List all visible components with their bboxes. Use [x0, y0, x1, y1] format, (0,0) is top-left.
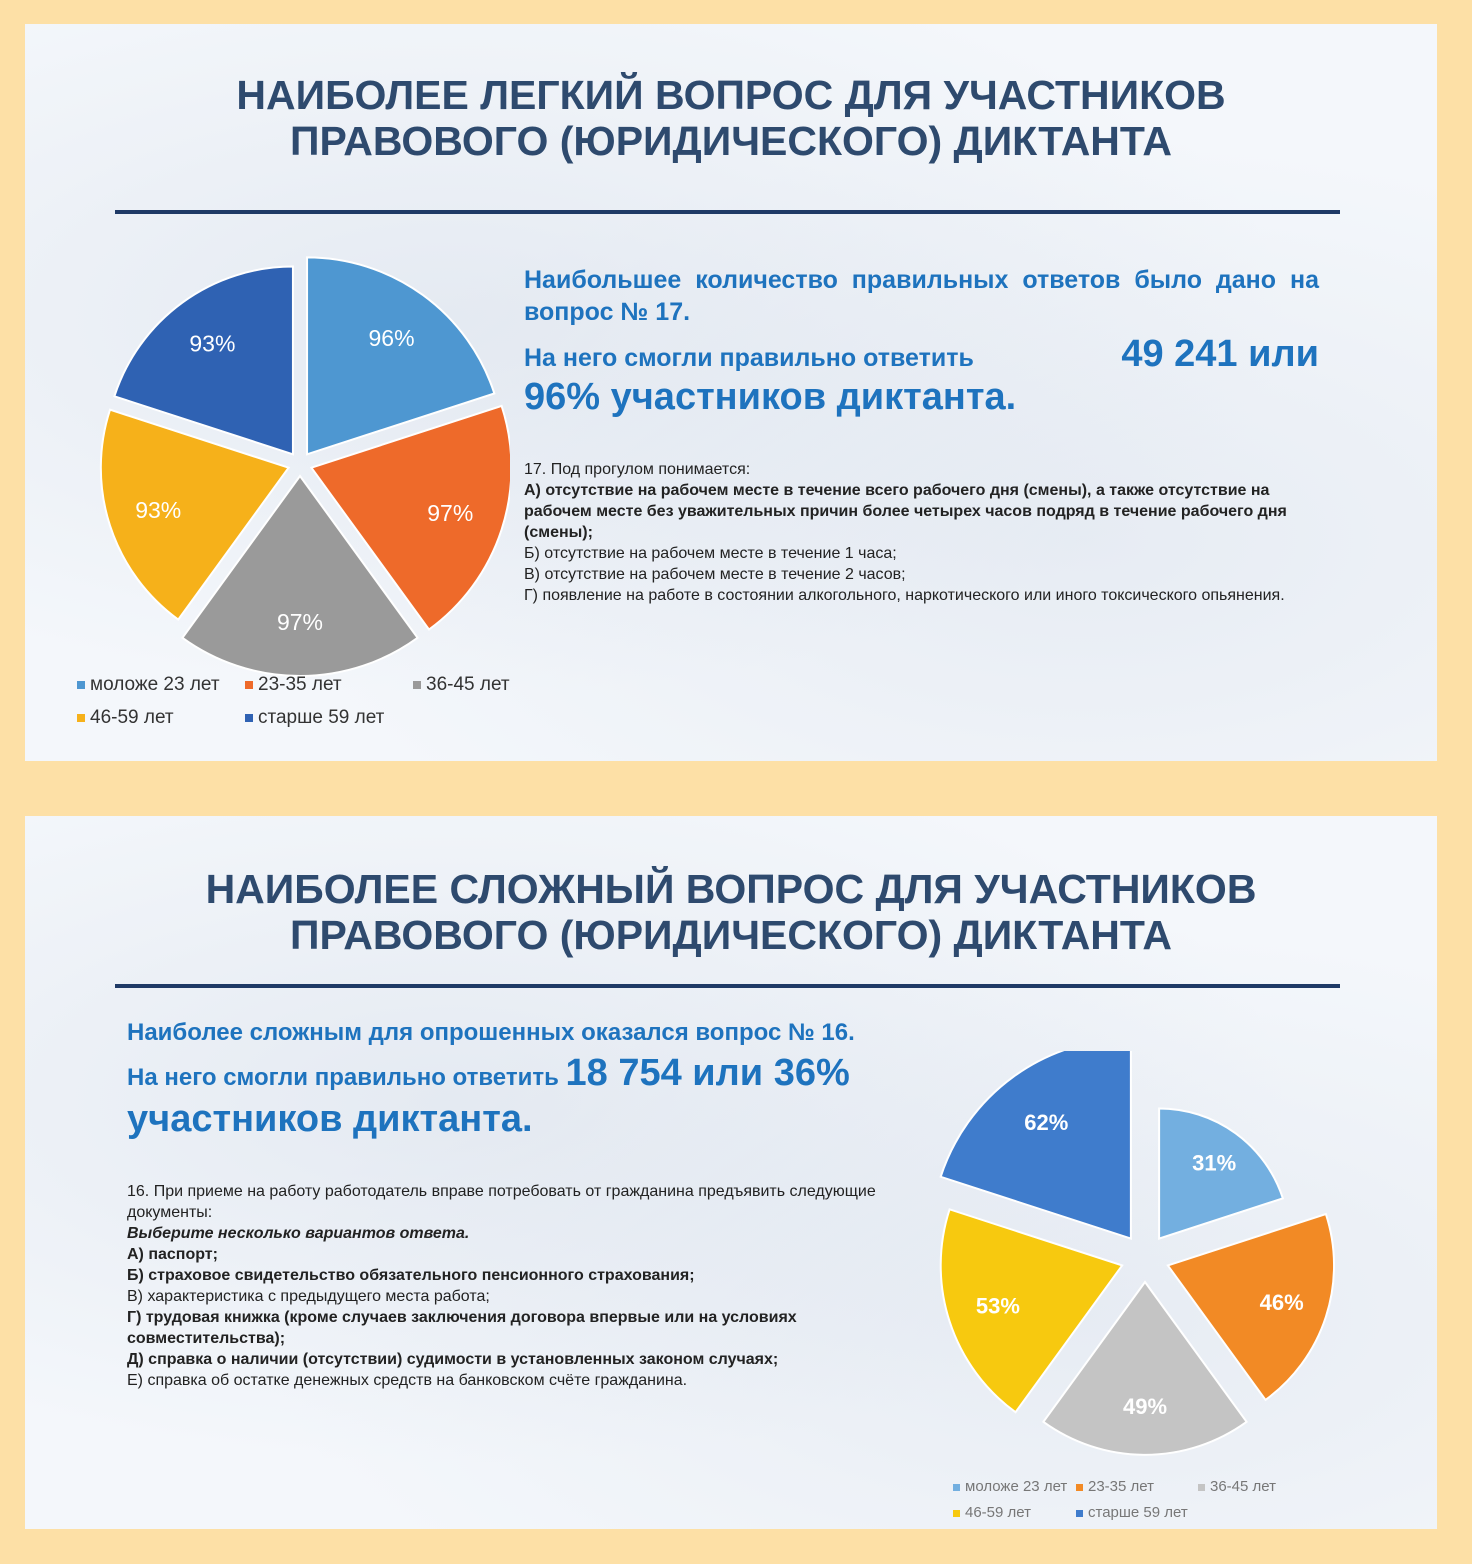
pie-slice: [306, 256, 496, 456]
lead-text: На него смогли правильно ответить: [127, 1064, 566, 1091]
lead-text: Наиболее сложным для опрошенных оказался…: [127, 1019, 855, 1046]
question-instruction: Выберите несколько вариантов ответа.: [127, 1225, 470, 1242]
lead-paragraph: Наиболее сложным для опрошенных оказался…: [127, 1016, 947, 1143]
legend-item: старше 59 лет: [1076, 1504, 1188, 1521]
legend-label: моложе 23 лет: [90, 674, 220, 695]
legend-item: 23-35 лет: [245, 674, 342, 696]
answer-option: А) отсутствие на рабочем месте в течение…: [524, 482, 1287, 541]
answer-option: Г) появление на работе в состоянии алког…: [524, 587, 1285, 604]
title-line-1: НАИБОЛЕЕ ЛЕГКИЙ ВОПРОС ДЛЯ УЧАСТНИКОВ: [236, 72, 1226, 118]
legend-item: 46-59 лет: [953, 1504, 1031, 1521]
legend-swatch: [77, 680, 85, 689]
pie-slice: [1158, 1107, 1285, 1240]
legend-label: старше 59 лет: [1088, 1504, 1188, 1521]
highlight-count: 49 241 или: [1121, 333, 1319, 375]
legend-swatch: [1076, 1483, 1083, 1491]
pie-slice: [1166, 1212, 1336, 1402]
highlight-count: 18 754 или 36%: [565, 1052, 850, 1094]
pie-slice: [309, 404, 510, 631]
legend-swatch: [245, 680, 253, 689]
legend-swatch: [953, 1483, 960, 1491]
legend-label: 23-35 лет: [258, 674, 342, 695]
legend-label: моложе 23 лет: [965, 1478, 1068, 1495]
legend-swatch: [1198, 1483, 1205, 1491]
slide-title: НАИБОЛЕЕ ЛЕГКИЙ ВОПРОС ДЛЯ УЧАСТНИКОВ ПР…: [25, 72, 1437, 164]
pie-slice: [1042, 1280, 1248, 1456]
answer-option: Б) отсутствие на рабочем месте в течение…: [524, 545, 897, 562]
legend-item: 36-45 лет: [413, 674, 510, 696]
legend-label: 23-35 лет: [1088, 1478, 1154, 1495]
data-label: 49%: [1123, 1394, 1167, 1419]
pie-slice: [939, 1051, 1132, 1240]
lead-text: Наибольшее количество правильных ответов…: [524, 266, 1319, 326]
highlight-percent: 96% участников диктанта.: [524, 376, 1017, 418]
legend-label: 36-45 лет: [1210, 1478, 1276, 1495]
answer-option: Б) страховое свидетельство обязательного…: [127, 1267, 695, 1284]
legend-item: 36-45 лет: [1198, 1478, 1276, 1495]
slide-title: НАИБОЛЕЕ СЛОЖНЫЙ ВОПРОС ДЛЯ УЧАСТНИКОВ П…: [25, 866, 1437, 958]
question-stem: 17. Под прогулом понимается:: [524, 461, 751, 478]
data-label: 53%: [976, 1293, 1020, 1318]
highlight-percent: участников диктанта.: [127, 1098, 533, 1140]
legend-swatch: [77, 713, 85, 722]
title-line-2: ПРАВОВОГО (ЮРИДИЧЕСКОГО) ДИКТАНТА: [290, 118, 1172, 164]
legend-label: 46-59 лет: [965, 1504, 1031, 1521]
legend-label: 36-45 лет: [426, 674, 510, 695]
legend-label: 46-59 лет: [90, 707, 174, 728]
pie-chart-hardest: 31% 46% 49% 53% 62%: [939, 1051, 1336, 1456]
lead-paragraph: Наибольшее количество правильных ответов…: [524, 264, 1319, 420]
answer-option: Г) трудовая книжка (кроме случаев заключ…: [127, 1309, 797, 1347]
question-text: 17. Под прогулом понимается: А) отсутств…: [524, 459, 1324, 606]
data-label: 62%: [1024, 1110, 1068, 1135]
answer-option: Д) справка о наличии (отсутствии) судимо…: [127, 1351, 779, 1368]
title-line-2: ПРАВОВОГО (ЮРИДИЧЕСКОГО) ДИКТАНТА: [290, 912, 1172, 958]
divider-rule: [115, 210, 1340, 214]
answer-option: В) характеристика с предыдущего места ра…: [127, 1288, 490, 1305]
answer-option: Е) справка об остатке денежных средств н…: [127, 1372, 688, 1389]
pie-slice: [939, 1208, 1124, 1414]
legend-swatch: [953, 1509, 960, 1517]
legend-swatch: [1076, 1509, 1083, 1517]
title-line-1: НАИБОЛЕЕ СЛОЖНЫЙ ВОПРОС ДЛЯ УЧАСТНИКОВ: [205, 866, 1257, 912]
pie-slice: [113, 265, 294, 456]
lead-text: На него смогли правильно ответить: [524, 344, 974, 372]
data-label: 97%: [427, 500, 473, 526]
answer-option: В) отсутствие на рабочем месте в течение…: [524, 566, 906, 583]
data-label: 93%: [135, 497, 181, 523]
slide-hardest-question: НАИБОЛЕЕ СЛОЖНЫЙ ВОПРОС ДЛЯ УЧАСТНИКОВ П…: [25, 816, 1437, 1529]
legend-item: 46-59 лет: [77, 707, 174, 729]
legend-swatch: [413, 680, 421, 689]
answer-option: А) паспорт;: [127, 1246, 218, 1263]
legend-swatch: [245, 713, 253, 722]
data-label: 97%: [277, 609, 323, 635]
question-stem: 16. При приеме на работу работодатель вп…: [127, 1183, 876, 1221]
legend-item: 23-35 лет: [1076, 1478, 1154, 1495]
divider-rule: [115, 984, 1340, 988]
data-label: 96%: [369, 325, 415, 351]
chart-legend: моложе 23 лет 23-35 лет 36-45 лет 46-59 лет…: [77, 674, 537, 744]
legend-label: старше 59 лет: [258, 707, 385, 728]
legend-item: моложе 23 лет: [953, 1478, 1067, 1495]
chart-legend: моложе 23 лет 23-35 лет 36-45 лет 46-59 лет…: [953, 1478, 1333, 1528]
pie-chart-easiest: 96% 97% 97% 93% 93%: [99, 256, 510, 677]
slide-easiest-question: НАИБОЛЕЕ ЛЕГКИЙ ВОПРОС ДЛЯ УЧАСТНИКОВ ПР…: [25, 24, 1437, 761]
pie-slice: [99, 408, 291, 622]
legend-item: старше 59 лет: [245, 707, 384, 729]
question-text: 16. При приеме на работу работодатель вп…: [127, 1181, 897, 1391]
pie-slice: [181, 474, 419, 677]
data-label: 31%: [1192, 1150, 1236, 1175]
data-label: 93%: [189, 330, 235, 356]
legend-item: моложе 23 лет: [77, 674, 220, 696]
data-label: 46%: [1260, 1290, 1304, 1315]
